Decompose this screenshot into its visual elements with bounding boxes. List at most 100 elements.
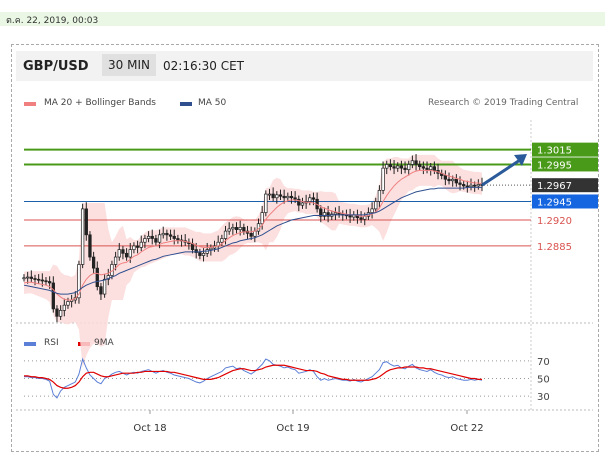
candle-body	[113, 256, 118, 265]
candle-body	[407, 164, 411, 170]
candle-body	[91, 256, 96, 269]
rsi-ma-line	[24, 364, 482, 389]
candle-body	[44, 280, 48, 283]
candle-body	[447, 178, 451, 182]
candle-body	[33, 278, 37, 280]
candle-body	[469, 184, 473, 188]
candle-body	[22, 277, 26, 280]
price-tag-bg	[532, 157, 598, 172]
candle-body	[399, 165, 404, 169]
rsi-tick-label: 30	[537, 392, 550, 403]
x-tick-label: Oct 19	[276, 423, 309, 434]
candle-body	[121, 249, 125, 254]
currency-pair: GBP/USD	[23, 59, 89, 74]
candle-body	[333, 212, 338, 215]
price-tag-bg	[532, 142, 598, 157]
candle-body	[286, 195, 290, 199]
price-tag-label: 1.2885	[537, 242, 572, 253]
rsi-line	[24, 357, 483, 399]
candle-body	[403, 167, 407, 170]
candle-body	[150, 235, 154, 239]
candle-body	[377, 190, 382, 202]
candle-body	[319, 208, 323, 217]
candle-body	[37, 278, 41, 281]
candle-body	[425, 167, 429, 170]
candle-body	[55, 308, 59, 317]
price-tag-label: 1.2967	[537, 181, 572, 192]
ma50-line	[23, 186, 482, 295]
candle-body	[84, 208, 88, 236]
candle-body	[88, 234, 92, 258]
price-tag-label: 1.2920	[537, 216, 572, 227]
candle-body	[311, 197, 316, 200]
candle-body	[370, 208, 374, 213]
candle-body	[102, 278, 107, 295]
ma20-line	[23, 169, 483, 301]
legend-ma20: MA 20 + Bollinger Bands	[44, 98, 156, 108]
candle-body	[26, 276, 30, 279]
rsi-tick-label: 70	[537, 357, 550, 368]
candle-body	[267, 193, 272, 196]
legend-rsi-ma: 9MA	[94, 338, 114, 348]
candle-body	[201, 252, 206, 256]
candle-body	[143, 238, 147, 243]
candle-body	[124, 252, 129, 258]
candle-body	[443, 175, 448, 180]
candle-body	[264, 193, 268, 213]
candle-body	[308, 197, 312, 202]
price-tag-label: 1.3015	[537, 146, 572, 157]
candle-body	[176, 238, 180, 241]
candle-body	[227, 228, 231, 232]
candle-body	[161, 232, 165, 236]
candle-body	[278, 194, 283, 197]
candle-body	[128, 249, 132, 258]
candle-body	[293, 197, 297, 200]
candle-body	[132, 245, 136, 250]
candle-body	[392, 166, 396, 169]
candle-body	[388, 164, 393, 168]
candle-body	[359, 217, 363, 220]
candle-body	[66, 301, 70, 306]
candle-body	[62, 304, 66, 311]
candle-body	[106, 275, 110, 280]
candle-body	[421, 166, 426, 169]
price-tag-label: 1.2945	[537, 197, 572, 208]
candle-body	[414, 160, 418, 165]
candle-body	[139, 241, 143, 248]
header-time: 02:16:30 CET	[163, 59, 244, 73]
candle-body	[348, 215, 352, 218]
price-tag-label: 1.2995	[537, 160, 572, 171]
candle-body	[223, 230, 228, 239]
projection-arrow-head	[514, 154, 527, 167]
candle-body	[458, 182, 462, 185]
candle-body	[135, 245, 140, 248]
legend-rsi: RSI	[44, 338, 59, 348]
candle-body	[231, 227, 235, 230]
price-tag-bg	[532, 194, 598, 209]
rsi-swatch	[24, 342, 36, 346]
candle-body	[271, 193, 275, 199]
candle-body	[289, 195, 294, 199]
candle-body	[51, 282, 55, 310]
candle-body	[300, 202, 305, 206]
legend-ma50: MA 50	[198, 98, 227, 108]
date-bar: ต.ค. 22, 2019, 00:03	[0, 12, 605, 26]
candle-body	[249, 232, 253, 237]
credit-text: Research © 2019 Trading Central	[428, 98, 579, 108]
candle-body	[234, 227, 239, 230]
candle-body	[194, 249, 198, 253]
candle-body	[165, 232, 169, 236]
candle-body	[99, 286, 103, 295]
candle-body	[253, 230, 257, 237]
candle-body	[172, 235, 176, 239]
candle-body	[322, 212, 327, 217]
candle-body	[260, 212, 264, 225]
candle-body	[146, 235, 151, 239]
candle-body	[29, 276, 33, 279]
candle-body	[462, 184, 466, 187]
candle-body	[465, 185, 469, 188]
timeframe-button[interactable]: 30 MIN	[102, 54, 156, 76]
candle-body	[454, 178, 459, 184]
candle-body	[374, 201, 378, 210]
